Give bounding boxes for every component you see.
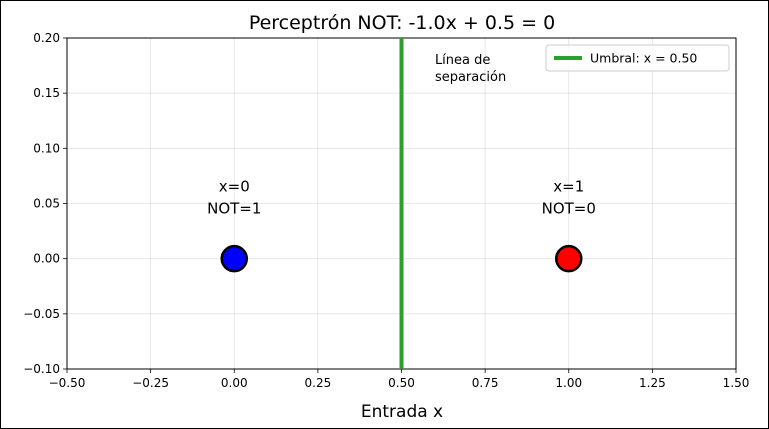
y-tick-label: 0.05	[33, 197, 60, 211]
point-label: x=0	[219, 177, 250, 195]
x-tick-label: 1.25	[639, 376, 666, 390]
marks: Línea de separación x=0 NOT=1 x=1 NOT=0 Umbral…	[207, 38, 730, 369]
axes: −0.50 −0.25 0.00 0.25 0.50 0.75 1.00 1.25 1.50 −0…	[23, 31, 749, 390]
x-tick-label: 0.50	[388, 376, 415, 390]
legend-label: Umbral: x = 0.50	[590, 51, 697, 66]
data-point	[220, 244, 248, 273]
y-tick-label: 0.20	[33, 31, 60, 45]
legend: Umbral: x = 0.50	[545, 44, 730, 72]
legend-box	[545, 44, 730, 72]
x-tick-label: 1.00	[555, 376, 582, 390]
chart-title: Perceptrón NOT: -1.0x + 0.5 = 0	[249, 12, 555, 34]
x-tick-label: −0.50	[49, 376, 86, 390]
y-tick-label: 0.15	[33, 86, 60, 100]
x-tick-label: 0.25	[305, 376, 332, 390]
x-tick-label: 0.00	[221, 376, 248, 390]
x-tick-label: −0.25	[132, 376, 169, 390]
point-label: x=1	[553, 177, 584, 195]
point-label: NOT=1	[207, 199, 261, 217]
x-axis-label: Entrada x	[361, 402, 443, 422]
y-tick-label: −0.05	[23, 307, 60, 321]
separation-label: separación	[435, 70, 506, 85]
y-tick-label: −0.10	[23, 362, 60, 376]
x-tick-label: 0.75	[472, 376, 499, 390]
y-tick-label: 0.10	[33, 141, 60, 155]
point-label: NOT=0	[542, 199, 596, 217]
data-point	[555, 244, 583, 273]
y-tick-label: 0.00	[33, 252, 60, 266]
separation-label: Línea de	[435, 53, 490, 68]
x-tick-label: 1.50	[723, 376, 750, 390]
